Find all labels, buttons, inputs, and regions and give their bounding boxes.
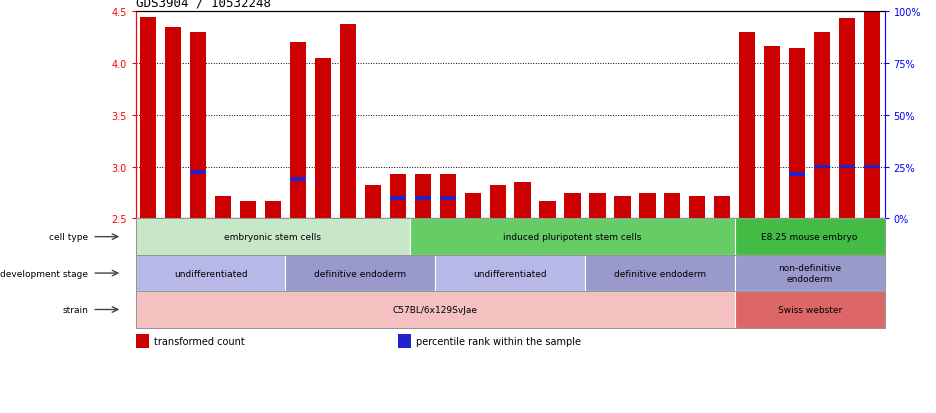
Bar xyxy=(735,219,885,255)
Bar xyxy=(415,174,431,219)
Bar xyxy=(398,334,411,348)
Bar xyxy=(735,255,885,292)
Text: cell type: cell type xyxy=(49,233,88,242)
Text: definitive endoderm: definitive endoderm xyxy=(614,269,706,278)
Text: GDS3904 / 10532248: GDS3904 / 10532248 xyxy=(136,0,271,10)
Bar xyxy=(265,202,281,219)
Bar xyxy=(435,255,585,292)
Text: percentile rank within the sample: percentile rank within the sample xyxy=(416,336,580,346)
Bar xyxy=(340,25,356,219)
Text: strain: strain xyxy=(63,305,88,314)
Bar xyxy=(789,48,805,219)
Bar xyxy=(440,197,456,200)
Bar xyxy=(839,19,856,219)
Bar xyxy=(290,178,306,181)
Bar xyxy=(389,197,406,200)
Bar xyxy=(136,255,285,292)
Bar xyxy=(136,292,735,328)
Bar xyxy=(140,17,156,219)
Text: undifferentiated: undifferentiated xyxy=(474,269,547,278)
Bar xyxy=(739,33,755,219)
Text: C57BL/6x129SvJae: C57BL/6x129SvJae xyxy=(393,305,477,314)
Bar xyxy=(389,174,406,219)
Text: definitive endoderm: definitive endoderm xyxy=(314,269,406,278)
Bar xyxy=(240,202,256,219)
Bar xyxy=(410,219,735,255)
Bar xyxy=(864,12,880,219)
Bar xyxy=(585,255,735,292)
Bar xyxy=(215,196,231,219)
Bar xyxy=(314,59,331,219)
Bar xyxy=(614,196,631,219)
Bar xyxy=(814,33,830,219)
Bar xyxy=(290,43,306,219)
Bar xyxy=(440,174,456,219)
Bar xyxy=(415,197,431,200)
Bar xyxy=(814,166,830,169)
Bar xyxy=(136,219,410,255)
Bar xyxy=(689,196,706,219)
Bar xyxy=(365,186,381,219)
Text: undifferentiated: undifferentiated xyxy=(174,269,247,278)
Bar xyxy=(735,292,885,328)
Bar xyxy=(515,183,531,219)
Bar xyxy=(789,173,805,176)
Bar xyxy=(864,166,880,169)
Bar xyxy=(590,193,606,219)
Bar xyxy=(639,193,655,219)
Bar xyxy=(165,28,182,219)
Bar xyxy=(490,186,505,219)
Text: embryonic stem cells: embryonic stem cells xyxy=(225,233,321,242)
Text: induced pluripotent stem cells: induced pluripotent stem cells xyxy=(504,233,642,242)
Bar xyxy=(285,255,435,292)
Bar xyxy=(539,202,556,219)
Bar xyxy=(464,193,481,219)
Bar xyxy=(136,334,149,348)
Text: Swiss webster: Swiss webster xyxy=(778,305,841,314)
Bar xyxy=(764,47,781,219)
Bar xyxy=(190,171,206,174)
Bar xyxy=(665,193,680,219)
Bar xyxy=(564,193,580,219)
Text: transformed count: transformed count xyxy=(154,336,244,346)
Bar xyxy=(190,33,206,219)
Text: non-definitive
endoderm: non-definitive endoderm xyxy=(778,264,841,283)
Bar xyxy=(839,166,856,169)
Bar xyxy=(714,196,730,219)
Text: development stage: development stage xyxy=(0,269,88,278)
Text: E8.25 mouse embryo: E8.25 mouse embryo xyxy=(762,233,857,242)
